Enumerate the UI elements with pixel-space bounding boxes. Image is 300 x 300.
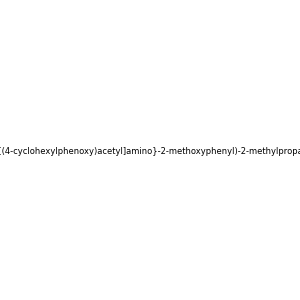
Text: N-(4-{[(4-cyclohexylphenoxy)acetyl]amino}-2-methoxyphenyl)-2-methylpropanamide: N-(4-{[(4-cyclohexylphenoxy)acetyl]amino…: [0, 147, 300, 156]
